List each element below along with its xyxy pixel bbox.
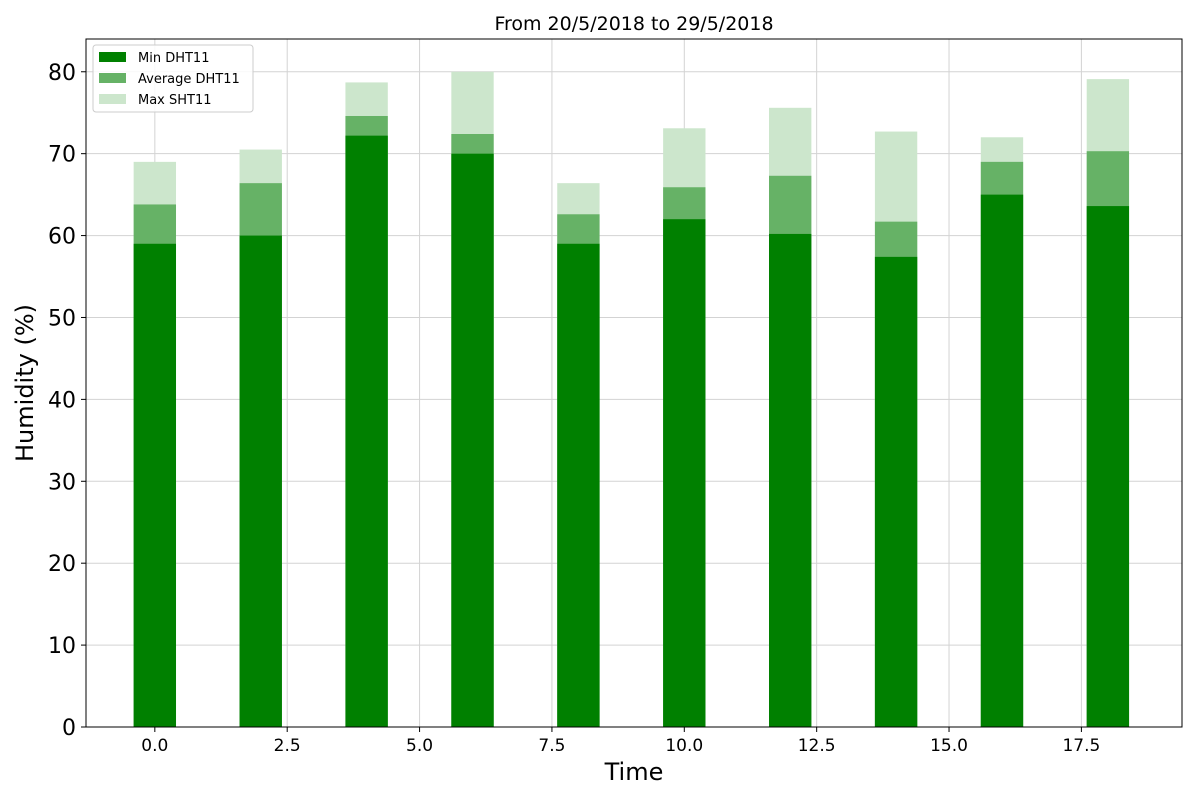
x-tick-label: 17.5 (1062, 736, 1100, 756)
x-tick-label: 7.5 (538, 736, 565, 756)
y-tick-label: 0 (62, 716, 76, 741)
legend-box (92, 44, 254, 113)
y-tick-label: 20 (48, 552, 76, 577)
bar-min-dht11 (239, 235, 282, 728)
ticks: 0.0 2.5 5.0 7.5 10.0 12.5 15.0 17.5 0 10 20 30 40 50 6… (48, 61, 1100, 756)
bar-min-dht11 (769, 233, 812, 727)
bar-min-dht11 (557, 243, 600, 727)
x-tick-label: 15.0 (930, 736, 968, 756)
legend-swatch (99, 94, 126, 104)
bar-min-dht11 (663, 219, 706, 727)
y-axis-title: Humidity (%) (11, 304, 39, 462)
bar-min-dht11 (345, 135, 388, 728)
bar-min-dht11 (451, 153, 494, 727)
y-tick-label: 10 (48, 634, 76, 659)
y-tick-label: 60 (48, 225, 76, 250)
y-tick-label: 30 (48, 470, 76, 495)
legend-label: Max SHT11 (138, 93, 212, 108)
bar-min-dht11 (874, 256, 918, 727)
x-tick-label: 5.0 (406, 736, 433, 756)
x-axis-title: Time (604, 758, 664, 786)
bar-min-dht11 (1086, 206, 1130, 728)
x-tick-label: 0.0 (141, 736, 168, 756)
chart-title: From 20/5/2018 to 29/5/2018 (494, 13, 773, 35)
x-tick-label: 12.5 (798, 736, 836, 756)
bar-min-dht11 (133, 243, 177, 727)
x-tick-label: 10.0 (665, 736, 703, 756)
y-tick-label: 70 (48, 143, 76, 168)
x-tick-label: 2.5 (274, 736, 301, 756)
bars (133, 71, 1130, 728)
legend-label: Average DHT11 (138, 72, 240, 87)
y-tick-label: 50 (48, 306, 76, 331)
legend-swatch (99, 52, 126, 62)
y-tick-label: 40 (48, 388, 76, 413)
legend-swatch (99, 73, 126, 83)
legend: Min DHT11 Average DHT11 Max SHT11 (92, 44, 254, 113)
legend-label: Min DHT11 (138, 51, 209, 66)
bar-min-dht11 (980, 194, 1024, 728)
y-tick-label: 80 (48, 61, 76, 86)
plot-frame (85, 38, 1183, 728)
